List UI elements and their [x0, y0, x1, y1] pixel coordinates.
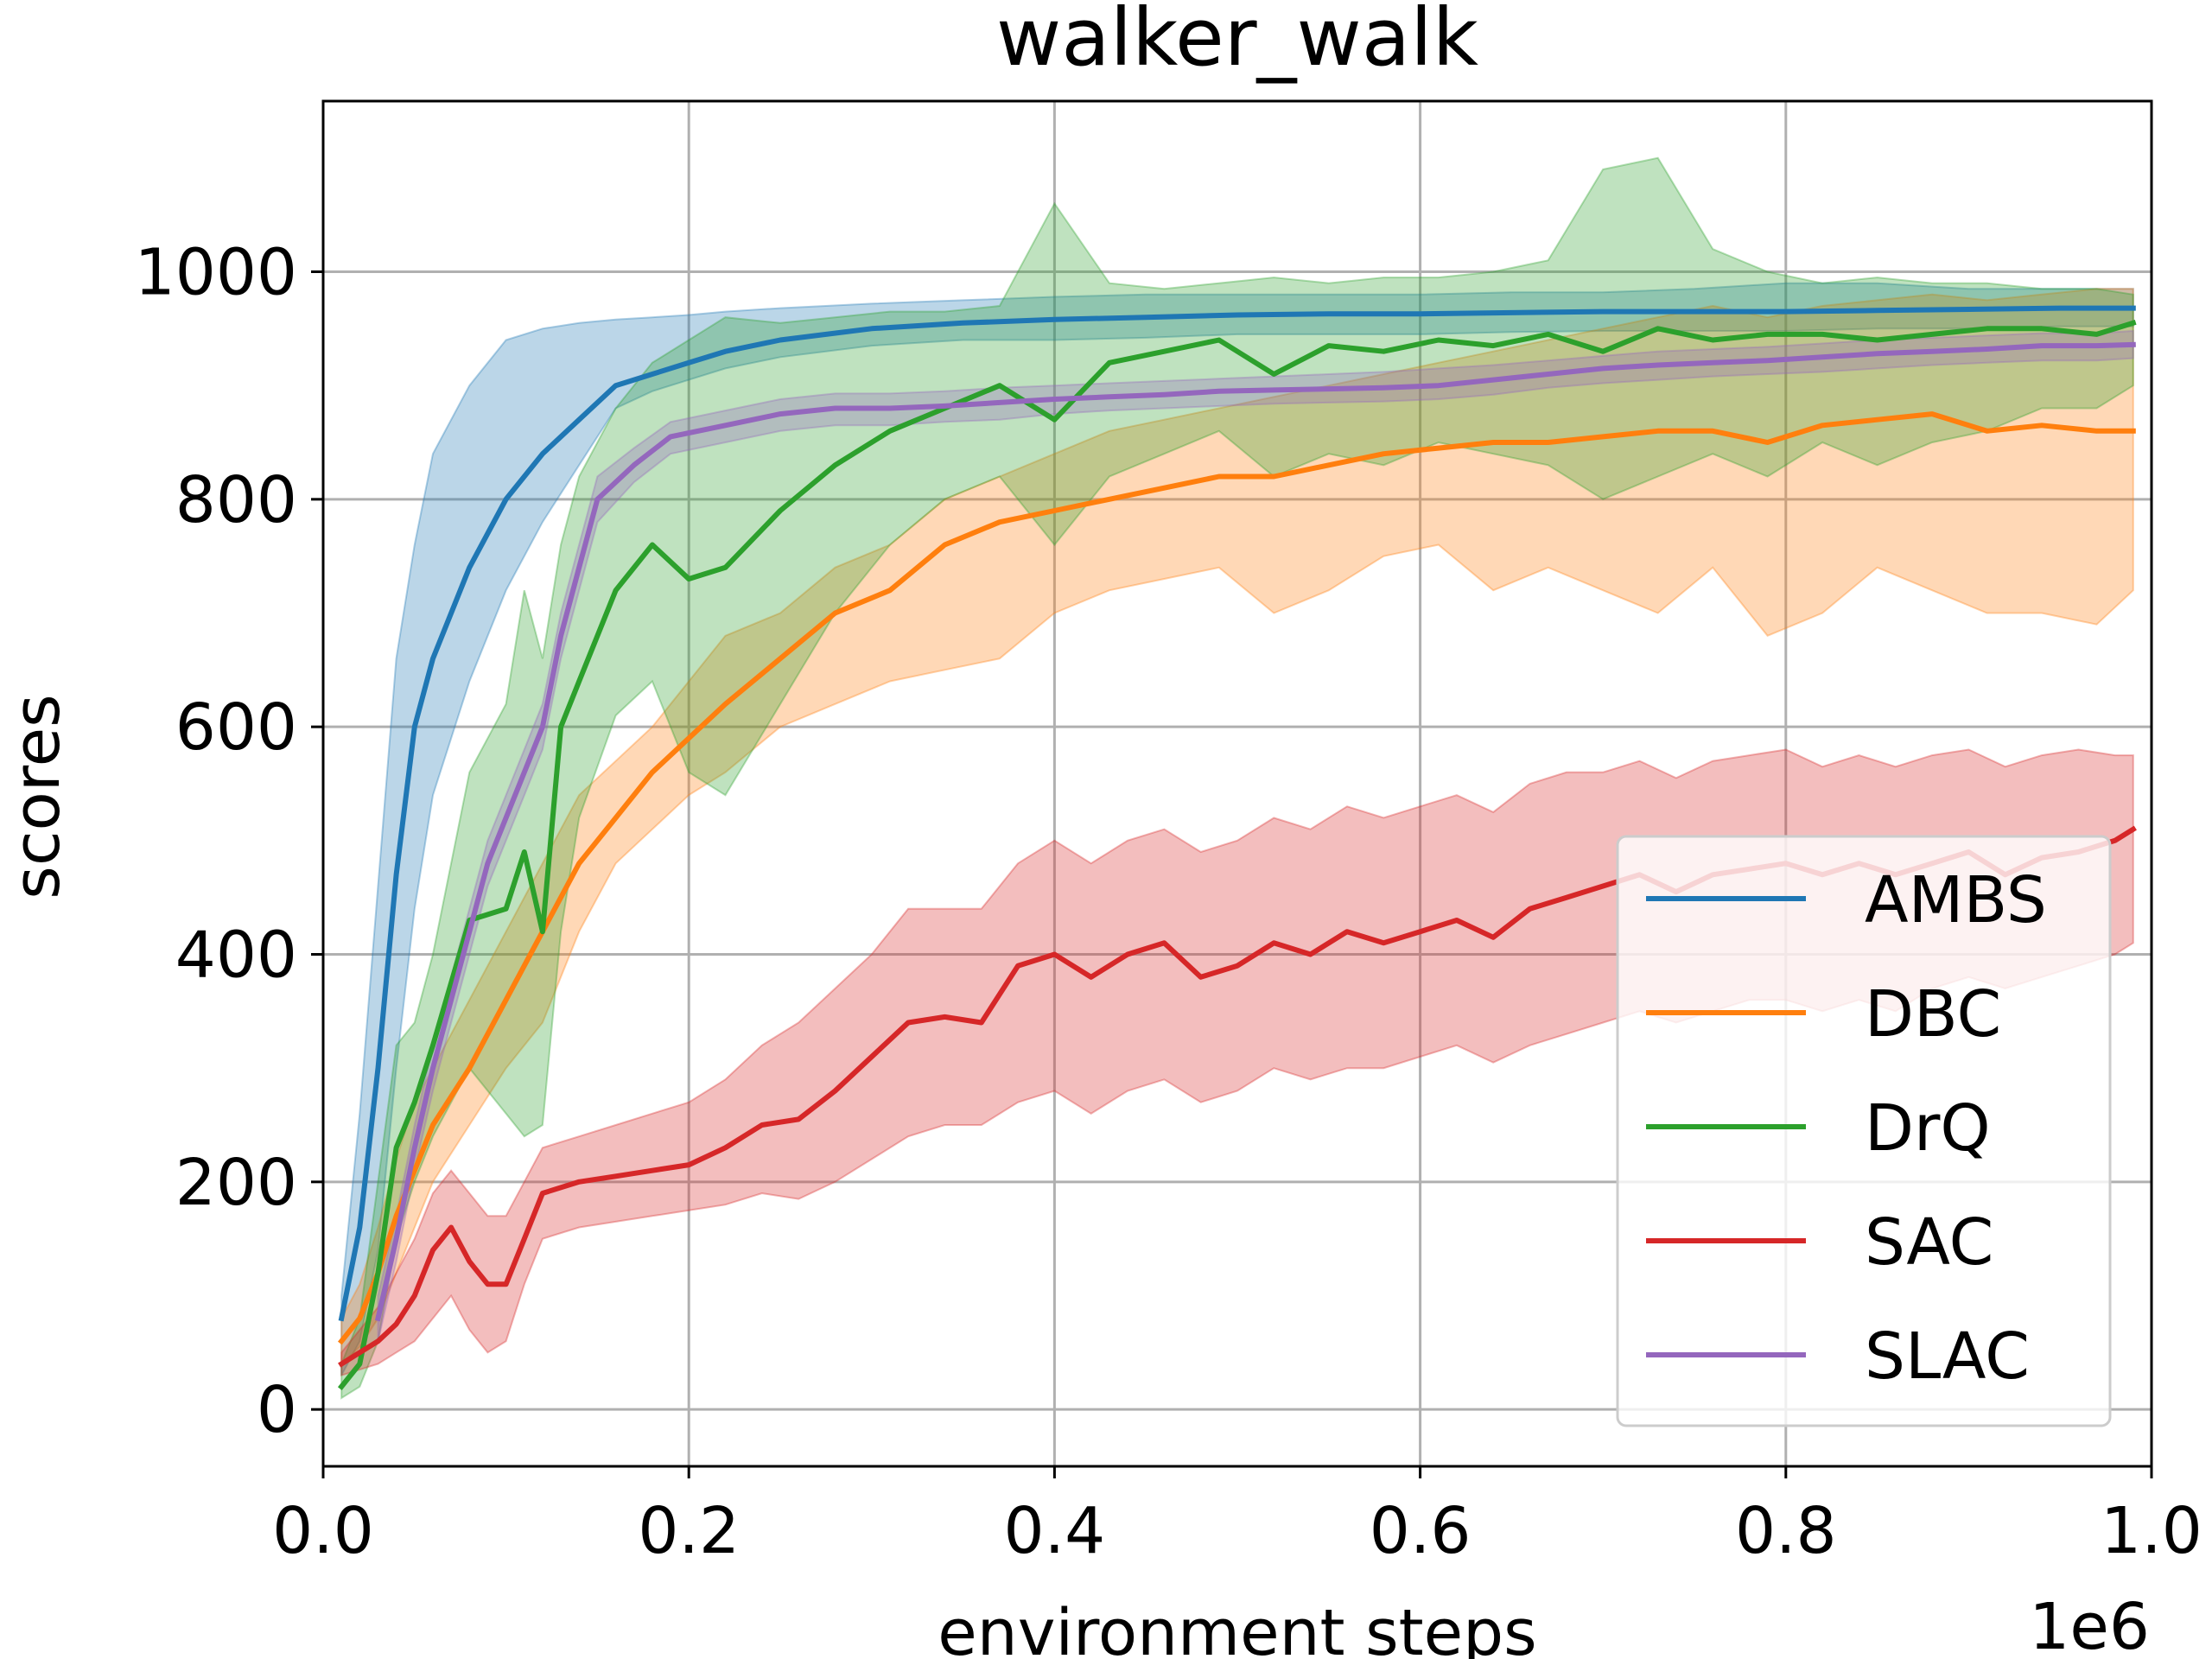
y-tick-label: 1000 [135, 236, 297, 310]
slac-band [377, 329, 2134, 1342]
legend: AMBS DBC DrQ SAC SLAC [1616, 835, 2112, 1427]
ambs-band [340, 282, 2134, 1376]
series-lines [337, 305, 2137, 1391]
y-axis-label: scores [0, 694, 74, 899]
legend-label-drq: DrQ [1865, 1091, 1991, 1166]
legend-frame [1616, 835, 2112, 1427]
ambs-line [338, 305, 2136, 1322]
x-axis-label: environment steps [938, 1596, 1536, 1659]
x-tick-label: 0.8 [1735, 1494, 1837, 1568]
y-tick-label: 400 [175, 918, 297, 993]
dbc-band [340, 288, 2134, 1366]
x-tick-label: 0.6 [1370, 1494, 1471, 1568]
x-tick-label: 0.2 [638, 1494, 740, 1568]
chart-title: walker_walk [996, 0, 1479, 84]
legend-label-dbc: DBC [1865, 977, 2001, 1052]
plot-frame [321, 99, 2153, 1468]
drq-band [340, 156, 2134, 1400]
x-tick-label: 1.0 [2101, 1494, 2202, 1568]
y-tick-label: 600 [175, 690, 297, 765]
x-offset-label: 1e6 [2029, 1590, 2150, 1659]
legend-item-ambs: AMBS [1646, 863, 2047, 938]
legend-item-dbc: DBC [1646, 977, 2001, 1052]
legend-item-slac: SLAC [1646, 1319, 2030, 1394]
legend-label-sac: SAC [1865, 1205, 1993, 1280]
y-tick-label: 0 [257, 1373, 297, 1447]
y-tick-label: 800 [175, 463, 297, 537]
grid-lines [321, 101, 2153, 1466]
axis-ticks: 0.0 0.2 0.4 0.6 0.8 1.0 0 200 400 600 800 1000 [135, 236, 2202, 1569]
dbc-line [337, 411, 2136, 1345]
legend-item-drq: DrQ [1646, 1091, 1991, 1166]
legend-item-sac: SAC [1646, 1205, 1993, 1280]
legend-label-slac: SLAC [1865, 1319, 2030, 1394]
legend-label-ambs: AMBS [1865, 863, 2047, 938]
slac-line [374, 341, 2136, 1322]
y-tick-label: 200 [175, 1146, 297, 1220]
x-tick-label: 0.0 [272, 1494, 374, 1568]
x-tick-label: 0.4 [1004, 1494, 1106, 1568]
